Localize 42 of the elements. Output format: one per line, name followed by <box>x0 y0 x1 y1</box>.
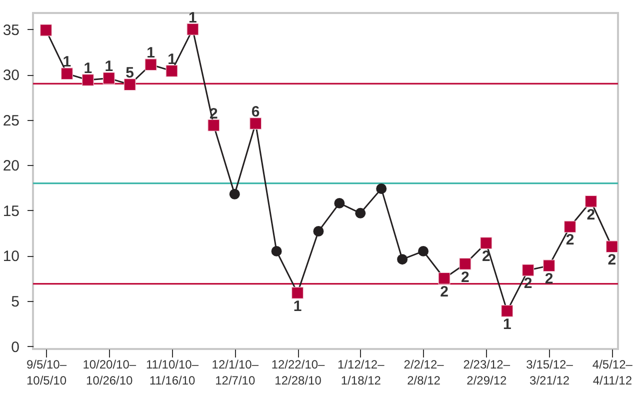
annotation: 2 <box>586 206 596 224</box>
y-tick-label: 20 <box>2 158 20 175</box>
annotation: 2 <box>461 268 470 286</box>
point <box>376 183 387 194</box>
point <box>418 246 429 256</box>
annotation: 1 <box>293 298 302 315</box>
annotation: 5 <box>126 64 134 82</box>
point <box>271 246 282 256</box>
y-tick-label: 25 <box>2 112 20 130</box>
annotation: 1 <box>104 58 114 76</box>
annotation: 1 <box>146 44 155 62</box>
annotation: 1 <box>84 60 92 78</box>
annotation: 1 <box>62 54 72 71</box>
x-tick-label: 1/12/12– 1/18/12 <box>338 358 385 388</box>
annotation: 1 <box>188 9 197 26</box>
y-tick-label: 30 <box>2 67 20 84</box>
point <box>229 188 240 200</box>
annotation: 2 <box>440 283 448 300</box>
annotation: 2 <box>608 252 616 269</box>
y-tick-label: 0 <box>11 338 20 356</box>
y-tick-label: 10 <box>2 248 20 266</box>
x-tick-label: 3/15/12– 3/21/12 <box>526 358 574 388</box>
x-tick-label: 9/5/10– 10/5/10 <box>26 358 67 388</box>
annotation: 2 <box>566 232 574 249</box>
point <box>355 208 366 218</box>
point <box>334 198 345 208</box>
y-tick-label: 5 <box>11 294 20 310</box>
y-tick-label: 35 <box>2 22 20 39</box>
annotation: 1 <box>168 50 176 68</box>
x-tick-label: 2/23/12– 2/29/12 <box>463 358 510 388</box>
x-tick-label: 10/20/10– 10/26/10 <box>82 358 136 388</box>
x-tick-label: 11/10/10– 11/16/10 <box>146 358 199 388</box>
point <box>313 226 324 236</box>
x-tick-label: 12/22/10– 12/28/10 <box>271 358 326 388</box>
x-tick-label: 2/2/12– 2/8/12 <box>404 358 444 388</box>
annotation: 2 <box>482 248 490 266</box>
x-tick-label: 4/5/12– 4/11/12 <box>592 358 633 388</box>
x-tick-label: 12/1/10– 12/7/10 <box>212 358 259 388</box>
annotation: 1 <box>502 316 512 333</box>
y-tick-label: 15 <box>2 202 20 220</box>
point <box>397 254 408 265</box>
annotation: 6 <box>251 103 260 120</box>
